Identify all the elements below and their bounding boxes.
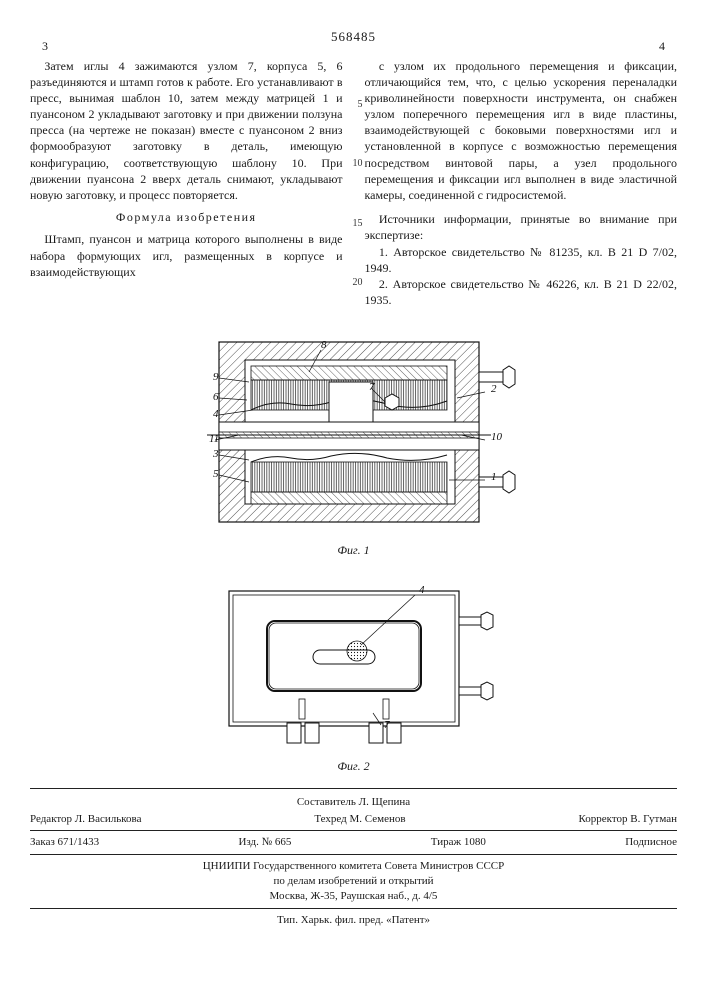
fig1-label: 2 [491, 383, 497, 395]
compiler: Составитель Л. Щепина [30, 795, 677, 810]
line-num: 20 [351, 276, 363, 290]
source-2: 2. Авторское свидетельство № 46226, кл. … [365, 276, 678, 308]
sources-heading: Источники информации, принятые во вниман… [365, 211, 678, 243]
fig1-label: 1 [491, 471, 497, 483]
techred: Техред М. Семенов [314, 812, 405, 827]
left-para-2: Штамп, пуансон и матрица которого выполн… [30, 231, 343, 280]
fig1-label: 3 [212, 448, 219, 460]
fig1-label: 11 [209, 433, 219, 445]
order-num: Заказ 671/1433 [30, 835, 99, 850]
fig1-label: 4 [213, 408, 219, 420]
fig1-label: 10 [491, 431, 503, 443]
subscription: Подписное [625, 835, 677, 850]
editor: Редактор Л. Василькова [30, 812, 141, 827]
formula-heading: Формула изобретения [30, 209, 343, 225]
patent-number: 568485 [30, 28, 677, 46]
figure-1: 8 9 6 4 11 3 5 7 2 10 1 [30, 322, 677, 532]
printer: Тип. Харьк. фил. пред. «Патент» [30, 913, 677, 928]
fig1-label: 6 [213, 391, 219, 403]
line-num: 5 [351, 98, 363, 112]
page-number-left: 3 [42, 38, 48, 54]
address: Москва, Ж-35, Раушская наб., д. 4/5 [30, 889, 677, 904]
text-columns: 3 Затем иглы 4 зажимаются узлом 7, корпу… [30, 58, 677, 309]
izd-num: Изд. № 665 [238, 835, 291, 850]
fig2-label: 7 [384, 719, 390, 731]
fig1-label: 8 [321, 339, 327, 351]
column-right: 4 5 10 15 20 с узлом их продольного пере… [365, 58, 678, 309]
figure-2: 47 [30, 573, 677, 748]
org-line-2: по делам изобретений и открытий [30, 874, 677, 889]
figure-1-caption: Фиг. 1 [30, 542, 677, 558]
source-1: 1. Авторское свидетельство № 81235, кл. … [365, 244, 678, 276]
fig1-label: 9 [213, 371, 219, 383]
left-para-1: Затем иглы 4 зажимаются узлом 7, корпуса… [30, 58, 343, 204]
fig1-label: 7 [369, 381, 375, 393]
line-num: 15 [351, 217, 363, 231]
figure-2-caption: Фиг. 2 [30, 758, 677, 774]
tirazh: Тираж 1080 [431, 835, 486, 850]
column-left: 3 Затем иглы 4 зажимаются узлом 7, корпу… [30, 58, 343, 309]
org-line-1: ЦНИИПИ Государственного комитета Совета … [30, 859, 677, 874]
line-num: 10 [351, 157, 363, 171]
page-number-right: 4 [659, 38, 665, 54]
right-para-1: с узлом их продольного перемещения и фик… [365, 58, 678, 204]
fig1-label: 5 [213, 468, 219, 480]
corrector: Корректор В. Гутман [578, 812, 677, 827]
fig2-label: 4 [419, 584, 425, 596]
imprint-block: Составитель Л. Щепина Редактор Л. Василь… [30, 795, 677, 928]
line-number-gutter: 5 10 15 20 [351, 58, 363, 290]
